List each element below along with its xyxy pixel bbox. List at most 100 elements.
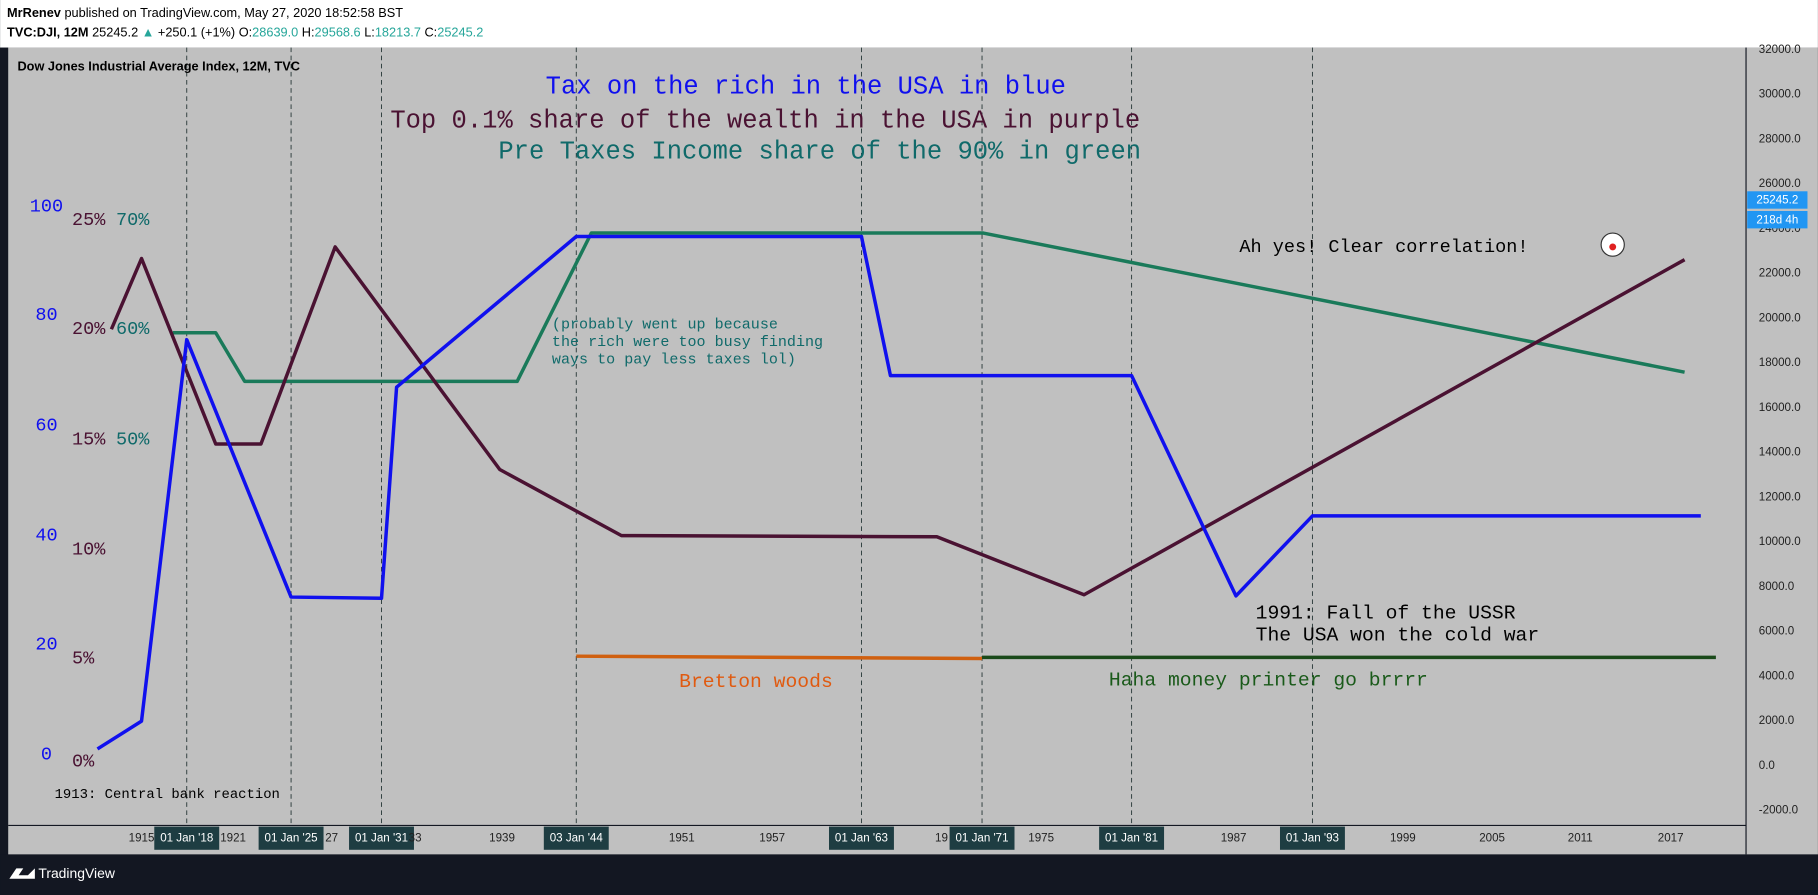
clown-nose bbox=[1609, 243, 1617, 251]
time-axis-label: 03 Jan '44 bbox=[550, 832, 604, 844]
time-axis-label: 1975 bbox=[1028, 832, 1054, 844]
ohlc-label: H: bbox=[302, 25, 315, 40]
price-axis-label: 18000.0 bbox=[1759, 357, 1801, 369]
time-axis-label: 2017 bbox=[1658, 832, 1684, 844]
green-scale-label: 70% bbox=[116, 210, 150, 231]
header-bar bbox=[0, 0, 1818, 48]
time-marker bbox=[1099, 826, 1165, 850]
time-axis-label: 01 Jan '71 bbox=[955, 832, 1008, 844]
ussr-note: The USA won the cold war bbox=[1256, 625, 1540, 647]
printer-note: Haha money printer go brrrr bbox=[1109, 670, 1428, 692]
time-axis-label: 01 Jan '93 bbox=[1286, 832, 1339, 844]
brand: TradingView bbox=[38, 865, 115, 881]
time-axis-label: 1999 bbox=[1390, 832, 1416, 844]
price-axis-label: 0.0 bbox=[1759, 760, 1775, 772]
chart-area bbox=[8, 47, 1818, 855]
green-note: (probably went up because the rich were … bbox=[552, 316, 823, 369]
time-marker bbox=[154, 826, 220, 850]
last: 25245.2 bbox=[92, 25, 138, 40]
time-marker bbox=[258, 826, 324, 850]
orange-line bbox=[576, 654, 983, 661]
time-axis-label: 01 Jan '63 bbox=[835, 832, 888, 844]
price-badge bbox=[1747, 191, 1808, 209]
time-marker bbox=[349, 826, 414, 850]
correlation-note: Ah yes! Clear correlation! bbox=[1239, 237, 1528, 258]
purple-scale-label: 15% bbox=[72, 429, 106, 450]
author: MrRenev bbox=[7, 5, 62, 20]
time-axis-label: 01 Jan '31 bbox=[355, 832, 408, 844]
time-axis-label: 1921 bbox=[220, 832, 246, 844]
time-axis-label: 1957 bbox=[759, 832, 785, 844]
bretton-note: Bretton woods bbox=[679, 671, 833, 693]
price-axis-label: 32000.0 bbox=[1759, 44, 1801, 56]
footer-bar bbox=[0, 854, 1818, 895]
ohlc-value: 18213.7 bbox=[375, 25, 421, 40]
price-axis-label: 14000.0 bbox=[1759, 447, 1801, 459]
purple-scale-label: 20% bbox=[72, 319, 106, 340]
blue-scale-label: 80 bbox=[35, 305, 57, 326]
time-axis-label: 01 Jan '25 bbox=[265, 832, 318, 844]
price-badge-label: 25245.2 bbox=[1756, 195, 1798, 207]
note-line: ways to pay less taxes lol) bbox=[552, 350, 796, 368]
purple-scale-label: 5% bbox=[72, 648, 95, 669]
purple-scale-label: 10% bbox=[72, 539, 106, 560]
ohlc-label: L: bbox=[364, 25, 375, 40]
time-marker bbox=[543, 826, 609, 850]
title: Tax on the rich in the USA in blue bbox=[546, 73, 1066, 102]
time-axis-label: 33 bbox=[409, 832, 422, 844]
green-line bbox=[172, 231, 1685, 384]
blue-scale-label: 60 bbox=[35, 415, 57, 436]
ohlc-value: 28639.0 bbox=[252, 25, 298, 40]
drawings bbox=[96, 231, 1716, 751]
time-axis-label: 1915 bbox=[129, 832, 155, 844]
purple-line bbox=[109, 245, 1686, 597]
purple-scale-label: 25% bbox=[72, 210, 106, 231]
note-line: the rich were too busy finding bbox=[552, 333, 823, 351]
blue-scale-label: 100 bbox=[30, 196, 63, 217]
brand-logo bbox=[9, 868, 35, 879]
price-axis-label: 10000.0 bbox=[1759, 536, 1801, 548]
time-axis-label: 2011 bbox=[1568, 832, 1593, 844]
price-axis-label: 12000.0 bbox=[1759, 491, 1801, 503]
time-marker bbox=[949, 826, 1015, 850]
time-axis-label: 1939 bbox=[489, 832, 515, 844]
ohlc-label: C: bbox=[424, 25, 437, 40]
green-scale-label: 60% bbox=[116, 319, 150, 340]
countdown-badge bbox=[1747, 210, 1808, 229]
blue-scale-label: 0 bbox=[41, 745, 52, 766]
price-axis-label: 26000.0 bbox=[1759, 178, 1801, 190]
header-line: MrRenev published on TradingView.com, Ma… bbox=[7, 5, 403, 20]
price-axis-label: -2000.0 bbox=[1759, 805, 1798, 817]
price-axis-label: 4000.0 bbox=[1759, 670, 1794, 682]
change: +250.1 (+1%) bbox=[158, 25, 235, 40]
time-axis-label: 1951 bbox=[669, 832, 695, 844]
published: published on TradingView.com, May 27, 20… bbox=[64, 5, 403, 20]
green-scale-label: 50% bbox=[116, 429, 150, 450]
time-axis-label: 19 bbox=[935, 832, 948, 844]
time-axis-label: 1987 bbox=[1221, 832, 1247, 844]
ohlc-value: 29568.6 bbox=[315, 25, 361, 40]
time-axis-label: 2005 bbox=[1479, 832, 1505, 844]
price-axis-label: 6000.0 bbox=[1759, 626, 1794, 638]
time-marker bbox=[829, 826, 894, 850]
price-axis-label: 20000.0 bbox=[1759, 312, 1801, 324]
price-axis-label: 30000.0 bbox=[1759, 89, 1801, 101]
note-line: (probably went up because bbox=[552, 316, 778, 334]
ohlc-label: O: bbox=[239, 25, 252, 40]
ohlc-value: 25245.2 bbox=[437, 25, 483, 40]
title: Top 0.1% share of the wealth in the USA … bbox=[390, 106, 1140, 135]
time-axis-label: 27 bbox=[325, 832, 338, 844]
price-axis-label: 28000.0 bbox=[1759, 133, 1801, 145]
time-marker bbox=[1279, 826, 1345, 850]
symbol-line: TVC:DJI, 12M 25245.2 ▲ +250.1 (+1%) O:28… bbox=[7, 25, 483, 40]
price-axis-label: 24000.0 bbox=[1759, 223, 1801, 235]
price-axis-label: 16000.0 bbox=[1759, 402, 1801, 414]
title: Pre Taxes Income share of the 90% in gre… bbox=[498, 138, 1141, 167]
countdown-badge-label: 218d 4h bbox=[1756, 214, 1798, 226]
titles: Tax on the rich in the USA in blue Top 0… bbox=[390, 73, 1141, 167]
purple-scale-label: 0% bbox=[72, 752, 95, 773]
ussr-note: 1991: Fall of the USSR bbox=[1256, 602, 1516, 624]
price-axis-label: 8000.0 bbox=[1759, 581, 1794, 593]
